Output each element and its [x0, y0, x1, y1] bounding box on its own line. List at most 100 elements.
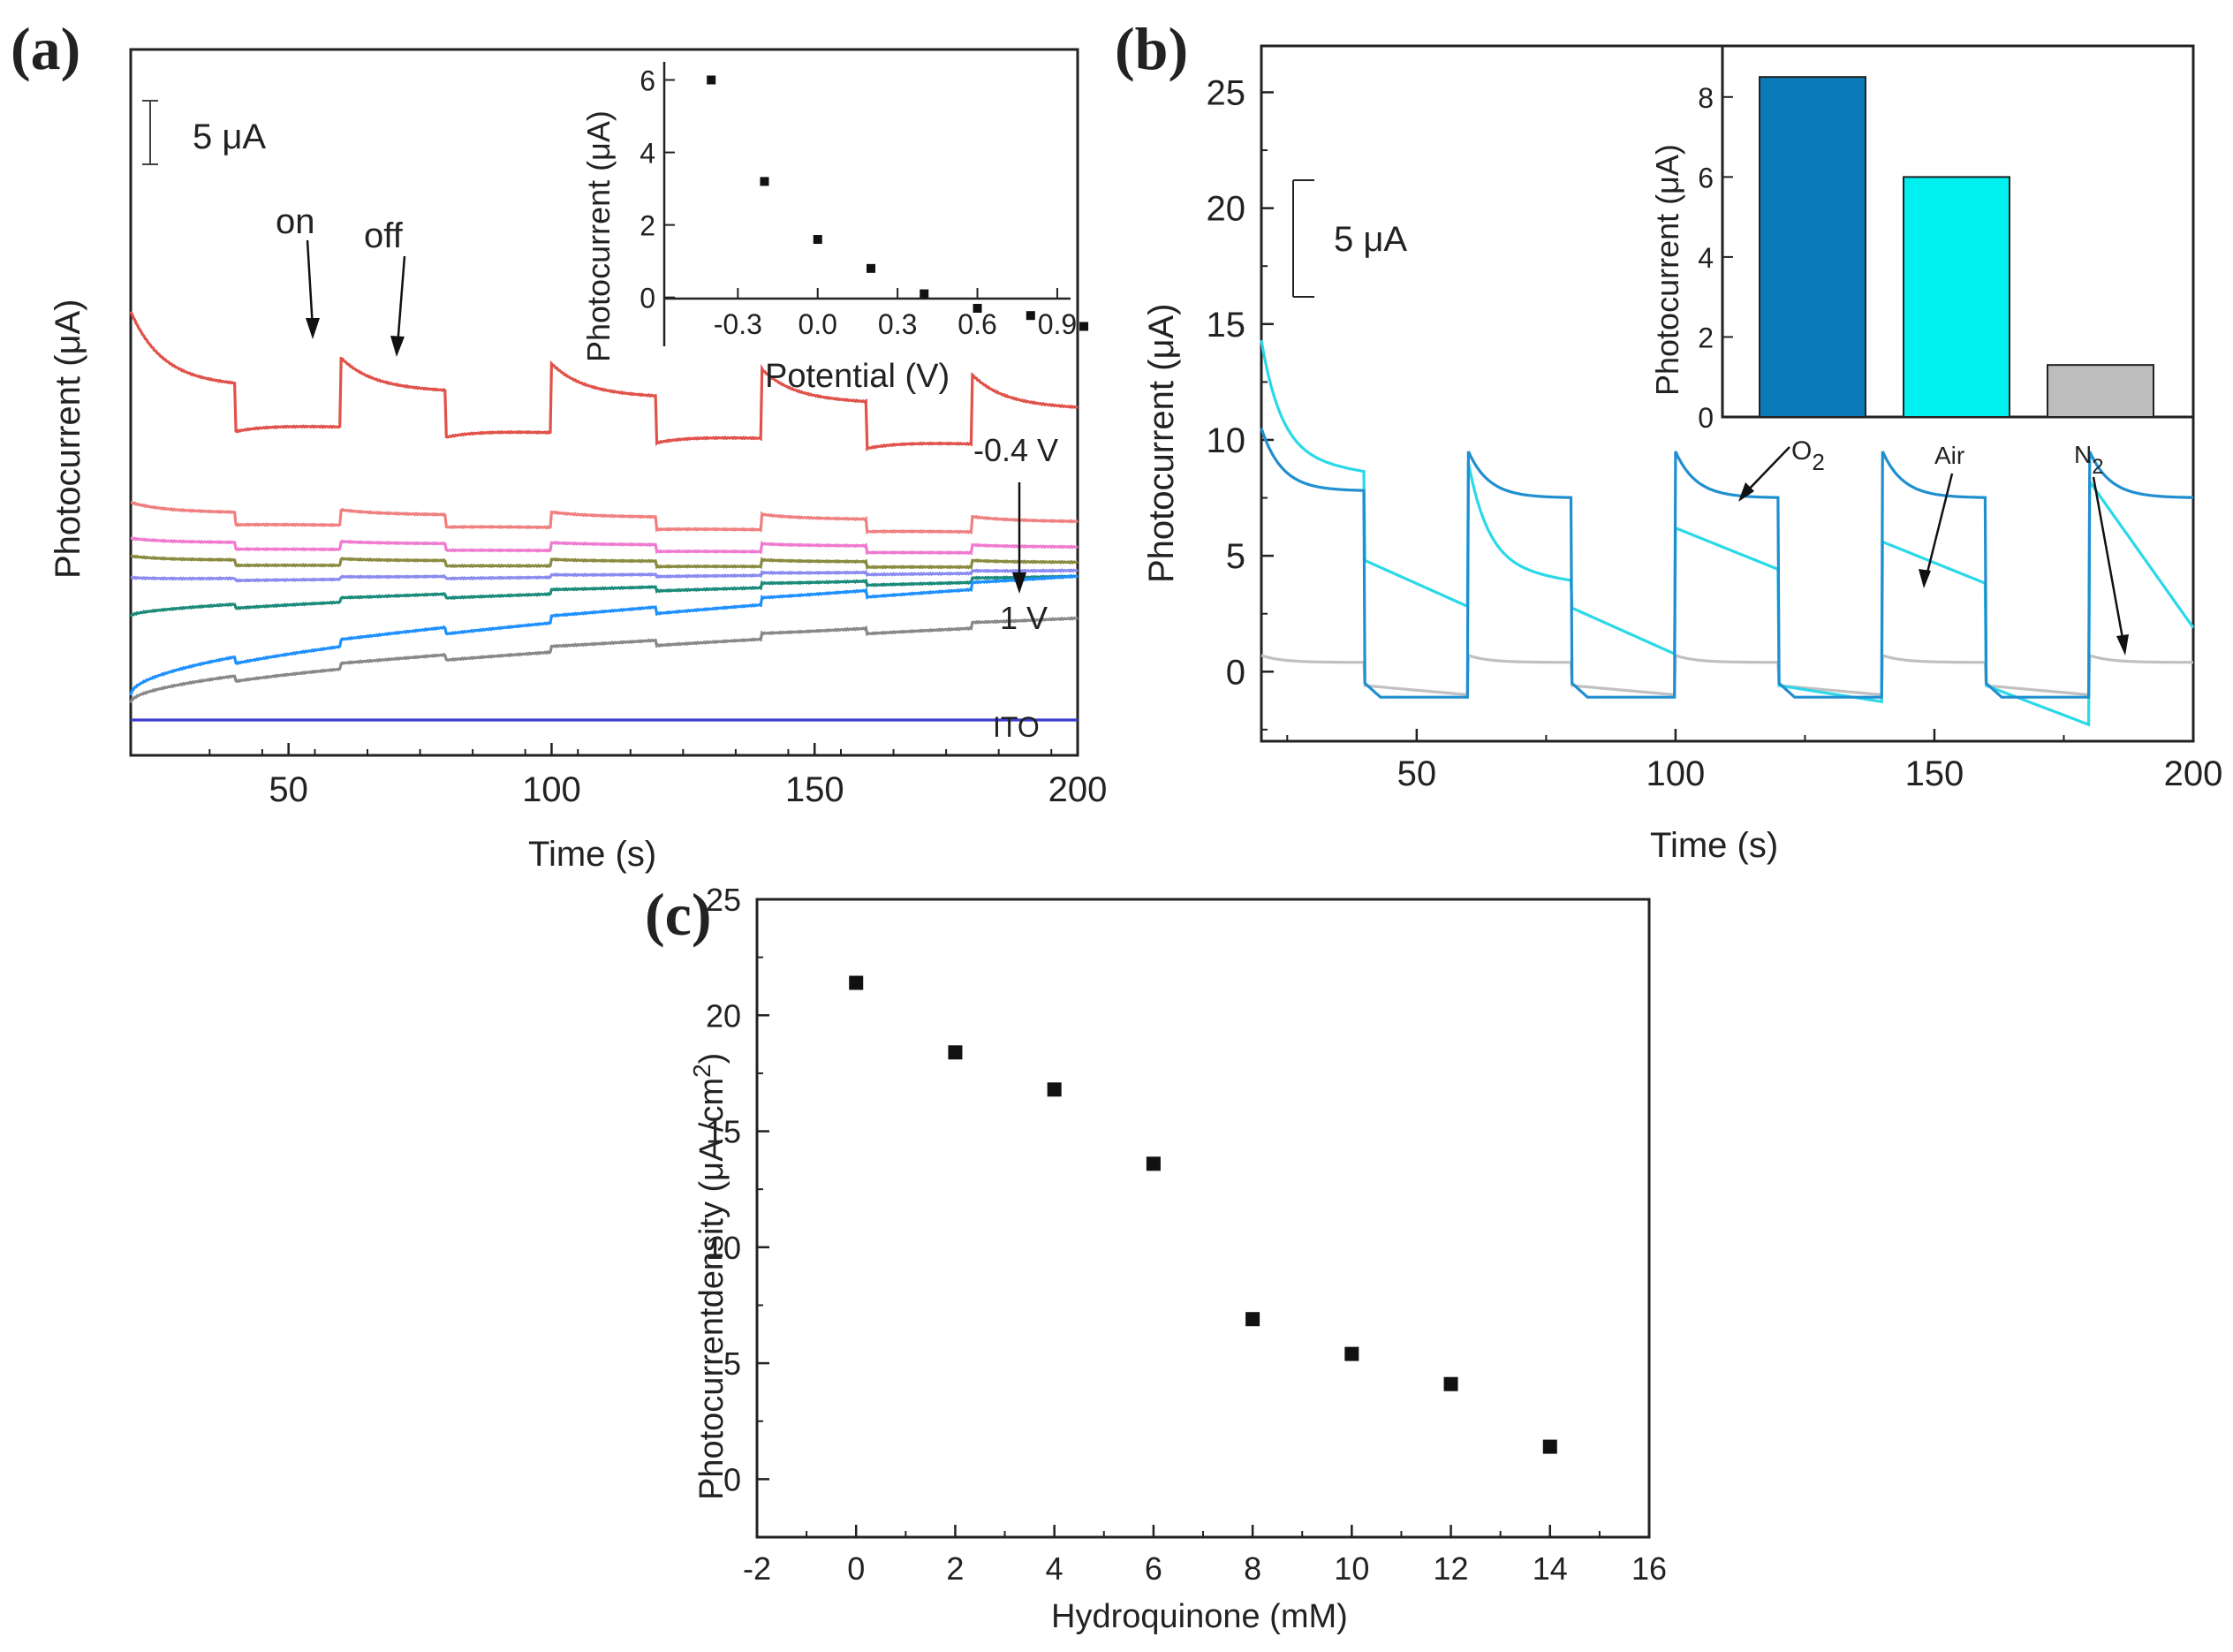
panel-b-n2-main: N: [2074, 441, 2092, 468]
panel-c-point: [1146, 1156, 1161, 1171]
panel-c-point: [1245, 1312, 1260, 1327]
panel-b-y-tick-label: 25: [1207, 73, 1246, 112]
panel-c-x-tick-label: 14: [1533, 1550, 1568, 1587]
panel-b-air-label: Air: [1934, 442, 1964, 469]
panel-b-x-tick-label: 200: [2164, 754, 2223, 793]
panel-b-scale-bar-label: 5 μA: [1334, 220, 1407, 259]
panel-b-x-tick-label: 50: [1397, 754, 1437, 793]
panel-c-x-tick-label: 4: [1046, 1550, 1064, 1587]
panel-a-series-line: [131, 554, 1079, 570]
panel-a-off-arrow: [390, 255, 406, 357]
panel-c-point: [1443, 1376, 1458, 1391]
panel-b-n2-arrow: [2092, 476, 2129, 655]
panel-a-inset-y-tick-label: 4: [640, 138, 655, 170]
panel-b-inset-y-tick-label: 4: [1698, 242, 1714, 274]
panel-b-inset-y-tick-label: 2: [1698, 322, 1714, 353]
panel-c-y-tick-label: 0: [723, 1461, 741, 1497]
panel-a-scale-bar: [142, 100, 158, 165]
panel-c-label: (c): [645, 881, 711, 948]
panel-c-y-axis-label: Photocurrentdensity (μA /cm2): [688, 1053, 730, 1500]
panel-a-x-tick-label: 50: [269, 770, 308, 809]
panel-b-x-tick-label: 150: [1905, 754, 1964, 793]
panel-b-n2-subscript: 2: [2092, 455, 2103, 479]
panel-a-inset-x-label: Potential (V): [765, 358, 950, 395]
panel-b-series-line: [1260, 428, 2193, 699]
panel-a-inset-point: [1079, 322, 1089, 331]
panel-b-inset-bar: [2047, 364, 2154, 418]
panel-a-inset-point: [760, 177, 769, 186]
panel-b-inset-bar: [1903, 176, 2010, 418]
panel-c-y-tick-label: 20: [706, 997, 741, 1034]
panel-c: (c) 0 5 10 15 20 25 -2 0 2 4 6 8 10 12 14 16 Hydroquino…: [645, 881, 1667, 1635]
panel-c-y-tick-label: 10: [706, 1230, 741, 1266]
panel-c-point: [1047, 1082, 1062, 1097]
panel-a-on-label: on: [276, 202, 315, 241]
panel-b-series-line: [1260, 653, 2193, 697]
panel-b-y-tick-label: 0: [1226, 653, 1245, 692]
panel-c-plot-frame: [755, 898, 1651, 1539]
panel-a-inset-point: [813, 235, 822, 245]
panel-a-off-label: off: [364, 216, 404, 255]
panel-a-y-axis-label: Photocurrent (μA): [49, 299, 87, 579]
panel-a-scale-bar-label: 5 μA: [193, 117, 266, 156]
panel-c-axes: 0 5 10 15 20 25 -2 0 2 4 6 8 10 12 14 16: [706, 882, 1667, 1587]
panel-b-y-tick-label: 20: [1207, 190, 1246, 229]
panel-b-y-tick-label: 5: [1226, 537, 1245, 576]
panel-b-n2-label: N2: [2074, 441, 2104, 479]
panel-b-scale-bar: [1292, 179, 1314, 298]
panel-b-y-axis-label: Photocurrent (μA): [1142, 303, 1181, 583]
panel-a-inset-x-tick-label: 0.0: [798, 308, 836, 340]
panel-a-series-line: [129, 573, 1079, 618]
panel-c-point: [849, 975, 864, 990]
panel-a-series-line: [130, 536, 1079, 556]
panel-a-inset-y-label: Photocurrent (μA): [580, 110, 617, 362]
panel-a-ito-label: ITO: [993, 711, 1040, 743]
panel-a-potential-arrow: [1012, 482, 1026, 594]
panel-c-x-tick-label: 6: [1145, 1550, 1162, 1587]
panel-b-o2-arrow: [1738, 446, 1790, 502]
panel-a-x-tick-label: 200: [1048, 770, 1108, 809]
panel-b-inset: 0 2 4 6 8 Photocurrent (μA): [1649, 44, 2195, 434]
panel-b-label: (b): [1115, 15, 1188, 82]
panel-c-x-tick-label: 0: [847, 1550, 865, 1587]
panel-b-series-line: [1260, 339, 2195, 727]
panel-b-inset-y-tick-label: 0: [1698, 402, 1714, 434]
panel-a-inset-y-tick-label: 0: [640, 283, 655, 314]
panel-c-y-axis-label-main: Photocurrentdensity (μA /cm: [693, 1078, 730, 1500]
panel-c-x-axis-label: Hydroquinone (mM): [1051, 1598, 1348, 1635]
panel-c-x-tick-label: 10: [1334, 1550, 1369, 1587]
panel-c-y-axis-label-end: ): [693, 1053, 730, 1065]
panel-b-inset-bar: [1759, 76, 1866, 419]
panel-b-o2-label: O2: [1791, 436, 1825, 475]
panel-a-top-potential-label: -0.4 V: [973, 432, 1058, 468]
panel-b-y-tick-label: 10: [1207, 421, 1246, 460]
panel-c-y-tick-label: 15: [706, 1114, 741, 1150]
panel-a-x-axis-label: Time (s): [528, 835, 656, 874]
panel-c-point: [1542, 1439, 1557, 1454]
panel-c-y-axis-label-sup: 2: [688, 1064, 715, 1078]
panel-b-x-tick-label: 100: [1646, 754, 1706, 793]
panel-b-x-axis-label: Time (s): [1650, 826, 1778, 865]
panel-b-o2-main: O: [1791, 436, 1812, 466]
panel-a-inset-point: [707, 75, 716, 85]
panel-a-inset-point: [1026, 311, 1035, 321]
panel-a-inset-x-tick-label: 0.6: [958, 308, 996, 340]
panel-a-x-tick-label: 100: [522, 770, 581, 809]
panel-c-x-tick-label: 12: [1434, 1550, 1469, 1587]
panel-c-point: [948, 1045, 963, 1060]
panel-a-series-line: [130, 501, 1079, 534]
panel-b-y-tick-label: 15: [1207, 306, 1246, 345]
panel-a-inset-x-tick-label: -0.3: [714, 308, 762, 340]
panel-a-inset-y-tick-label: 2: [640, 210, 655, 242]
panel-a-x-ticks: 50 100 150 200: [208, 743, 1108, 809]
panel-a-label: (a): [11, 15, 80, 82]
panel-c-y-tick-label: 25: [706, 882, 741, 918]
panel-b-inset-y-tick-label: 8: [1698, 82, 1714, 114]
panel-b-inset-bars: 0 2 4 6 8: [1698, 76, 2154, 434]
panel-a-inset-point: [973, 303, 982, 313]
panel-a-inset-points: [707, 75, 1089, 331]
panel-a-inset-x-tick-label: 0.9: [1038, 308, 1077, 340]
panel-a-x-tick-label: 150: [785, 770, 844, 809]
